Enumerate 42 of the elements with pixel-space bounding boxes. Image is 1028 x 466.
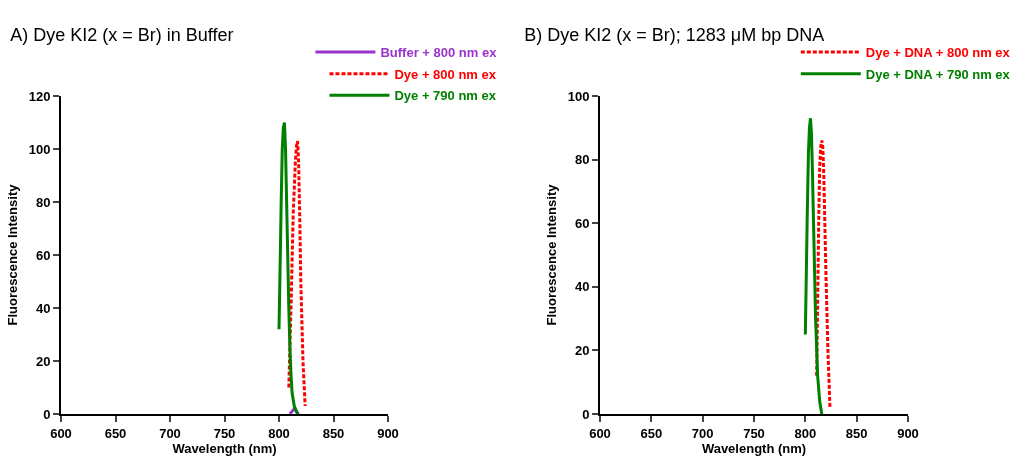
legend-label: Dye + 800 nm ex bbox=[394, 66, 497, 82]
y-tick-label: 40 bbox=[35, 300, 51, 316]
chart-title: A) Dye KI2 (x = Br) in Buffer bbox=[10, 24, 234, 45]
y-tick-label: 60 bbox=[574, 215, 590, 231]
legend-label: Dye + DNA + 800 nm ex bbox=[865, 45, 1011, 61]
x-tick-label: 700 bbox=[159, 425, 181, 441]
y-tick-label: 20 bbox=[574, 342, 590, 358]
y-tick-label: 20 bbox=[35, 353, 51, 369]
y-axis-title: Fluorescence Intensity bbox=[5, 183, 21, 326]
line-series bbox=[287, 139, 307, 408]
line-series bbox=[815, 139, 832, 410]
x-tick-label: 850 bbox=[845, 425, 868, 441]
x-tick-label: 850 bbox=[322, 425, 345, 441]
x-tick-label: 650 bbox=[104, 425, 127, 441]
x-tick-label: 700 bbox=[691, 425, 714, 441]
y-tick-label: 100 bbox=[28, 141, 51, 157]
y-axis-title: Fluorescence Intensity bbox=[544, 183, 560, 326]
x-tick-label: 800 bbox=[794, 425, 817, 441]
y-tick-label: 80 bbox=[574, 152, 590, 168]
legend-label: Dye + DNA + 790 nm ex bbox=[865, 66, 1011, 82]
legend-label: Dye + 790 nm ex bbox=[394, 88, 497, 104]
x-tick-label: 600 bbox=[589, 425, 611, 441]
line-series bbox=[277, 121, 300, 414]
chart-title: B) Dye KI2 (x = Br); 1283 μM bp DNA bbox=[524, 24, 825, 45]
legend-label: Buffer + 800 nm ex bbox=[380, 45, 498, 61]
y-tick-label: 80 bbox=[35, 194, 51, 210]
y-tick-label: 40 bbox=[574, 279, 590, 295]
x-tick-label: 800 bbox=[268, 425, 290, 441]
x-tick-label: 900 bbox=[377, 425, 399, 441]
y-tick-label: 120 bbox=[28, 88, 51, 104]
y-tick-label: 0 bbox=[582, 406, 590, 422]
y-tick-label: 60 bbox=[35, 247, 51, 263]
y-tick-label: 100 bbox=[567, 88, 590, 104]
x-tick-label: 750 bbox=[213, 425, 236, 441]
x-axis-title: Wavelength (nm) bbox=[172, 440, 277, 456]
line-series bbox=[803, 116, 824, 414]
x-tick-label: 600 bbox=[50, 425, 72, 441]
x-tick-label: 900 bbox=[897, 425, 919, 441]
x-tick-label: 650 bbox=[640, 425, 663, 441]
x-axis-title: Wavelength (nm) bbox=[701, 440, 807, 456]
y-tick-label: 0 bbox=[43, 406, 51, 422]
x-tick-label: 750 bbox=[743, 425, 765, 441]
